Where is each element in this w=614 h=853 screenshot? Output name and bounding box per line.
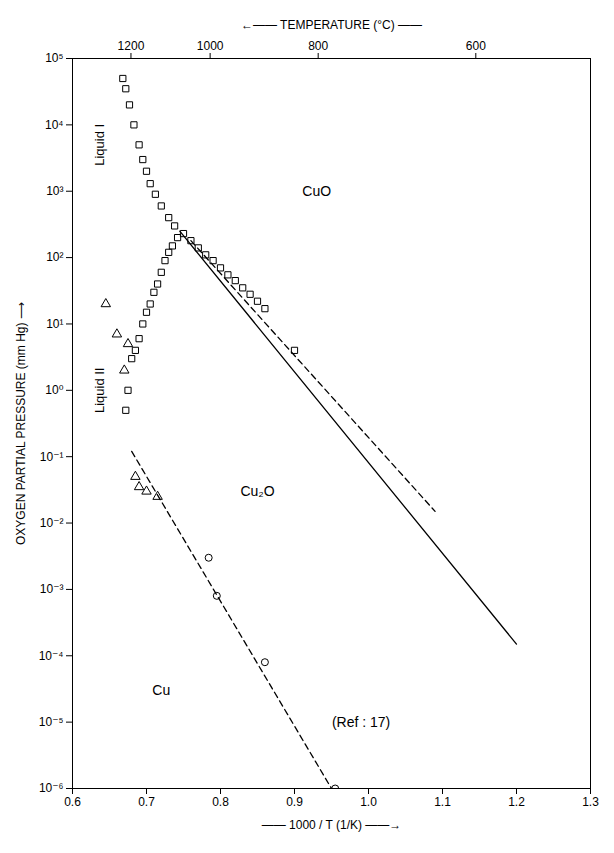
svg-text:OXYGEN PARTIAL PRESSURE (mm Hg: OXYGEN PARTIAL PRESSURE (mm Hg) ⟶ [14,302,28,545]
svg-text:10⁻³: 10⁻³ [40,582,64,596]
svg-text:10⁴: 10⁴ [45,118,64,132]
svg-text:10³: 10³ [46,184,63,198]
svg-text:1000: 1000 [197,39,224,53]
svg-text:10⁻⁶: 10⁻⁶ [39,781,64,795]
svg-text:Liquid II: Liquid II [92,368,107,414]
svg-text:CuO: CuO [302,183,331,199]
svg-text:0.8: 0.8 [212,795,229,809]
svg-text:0.7: 0.7 [138,795,155,809]
svg-text:1.3: 1.3 [582,795,599,809]
svg-text:1200: 1200 [118,39,145,53]
svg-text:10⁻⁴: 10⁻⁴ [39,649,64,663]
svg-text:10⁻²: 10⁻² [40,516,64,530]
svg-text:600: 600 [466,39,486,53]
svg-text:Cu₂O: Cu₂O [240,483,274,499]
svg-text:Liquid I: Liquid I [92,124,107,166]
svg-text:0.9: 0.9 [286,795,303,809]
svg-text:←—— TEMPERATURE (°C) ——: ←—— TEMPERATURE (°C) —— [241,18,422,32]
svg-text:10⁰: 10⁰ [45,383,63,397]
svg-text:—— 1000 / T (1/K) ——→: —— 1000 / T (1/K) ——→ [262,818,402,832]
svg-text:800: 800 [308,39,328,53]
svg-text:Cu: Cu [152,682,170,698]
svg-text:10¹: 10¹ [46,317,63,331]
svg-text:10²: 10² [46,250,63,264]
svg-text:(Ref : 17): (Ref : 17) [332,714,390,730]
svg-text:1.0: 1.0 [360,795,377,809]
svg-text:10⁵: 10⁵ [45,51,63,65]
svg-text:1.2: 1.2 [508,795,525,809]
svg-text:10⁻⁵: 10⁻⁵ [39,715,64,729]
svg-text:1.1: 1.1 [434,795,451,809]
svg-text:0.6: 0.6 [64,795,81,809]
svg-text:10⁻¹: 10⁻¹ [40,450,64,464]
